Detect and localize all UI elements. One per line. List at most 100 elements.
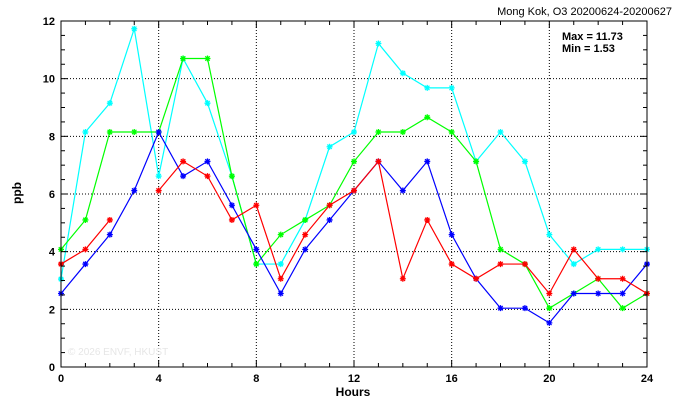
y-tick-label: 0 [49, 362, 55, 374]
data-point [106, 216, 113, 223]
data-point [180, 55, 187, 62]
data-point [424, 216, 431, 223]
data-point [619, 305, 626, 312]
data-point [546, 290, 553, 297]
data-point [619, 246, 626, 253]
data-point [424, 158, 431, 165]
data-point [351, 129, 357, 136]
x-tick-label: 8 [253, 373, 259, 385]
y-tick-label: 6 [49, 189, 55, 201]
x-tick-label: 20 [543, 373, 555, 385]
data-point [570, 261, 577, 268]
y-tick-label: 2 [49, 304, 55, 316]
data-point [302, 246, 309, 253]
data-point [326, 216, 333, 223]
data-point [326, 202, 333, 209]
data-point [204, 55, 211, 62]
data-point [473, 275, 480, 282]
data-point [448, 84, 455, 91]
series-layer [58, 25, 650, 326]
data-point [228, 173, 235, 180]
data-point [595, 275, 602, 282]
data-point [497, 261, 504, 268]
x-tick-label: 0 [58, 373, 64, 385]
data-point [204, 100, 211, 107]
data-point [180, 173, 187, 180]
data-point [131, 187, 138, 194]
data-point [473, 158, 480, 165]
y-tick-label: 10 [43, 74, 55, 86]
data-point [521, 158, 528, 165]
data-point [302, 231, 309, 238]
data-point [155, 187, 162, 194]
data-point [106, 100, 113, 107]
watermark: © 2026 ENVF, HKUST [68, 347, 168, 358]
series-4 [58, 158, 650, 297]
series-line [158, 160, 648, 295]
tick-marks [60, 20, 648, 368]
data-point [253, 246, 260, 253]
data-point [546, 319, 553, 326]
data-point [131, 129, 138, 136]
data-point [277, 275, 284, 282]
data-point [448, 261, 455, 268]
data-point [375, 129, 382, 136]
data-point [277, 261, 284, 268]
data-point [546, 231, 553, 238]
data-point [497, 246, 504, 253]
data-point [204, 173, 211, 180]
data-point [351, 187, 357, 194]
data-point [595, 290, 602, 297]
data-point [277, 231, 284, 238]
data-point [497, 305, 504, 312]
data-point [399, 187, 406, 194]
data-point [448, 129, 455, 136]
data-point [570, 290, 577, 297]
grid [61, 21, 647, 367]
data-point [399, 275, 406, 282]
data-point [253, 261, 260, 268]
data-point [546, 305, 553, 312]
data-point [399, 129, 406, 136]
y-tick-label: 4 [49, 247, 56, 259]
data-point [82, 216, 89, 223]
data-point [253, 202, 260, 209]
data-point [375, 40, 382, 47]
data-point [302, 216, 309, 223]
data-point [277, 290, 284, 297]
data-point [82, 129, 89, 136]
data-point [106, 231, 113, 238]
data-point [131, 25, 138, 32]
y-tick-label: 8 [49, 131, 55, 143]
x-tick-label: 16 [446, 373, 458, 385]
min-value-text: Min = 1.53 [562, 43, 615, 55]
data-point [497, 129, 504, 136]
data-point [82, 261, 89, 268]
data-point [424, 84, 431, 91]
data-point [375, 158, 382, 165]
x-axis-title: Hours [336, 385, 371, 399]
data-point [326, 143, 333, 150]
x-tick-label: 12 [348, 373, 360, 385]
chart-title: Mong Kok, O3 20200624-20200627 [497, 6, 672, 18]
data-point [82, 246, 89, 253]
data-point [180, 158, 187, 165]
data-point [424, 114, 431, 121]
data-point [351, 158, 357, 165]
data-point [619, 290, 626, 297]
series-line [60, 219, 111, 265]
data-point [595, 246, 602, 253]
y-tick-label: 12 [43, 16, 55, 28]
data-point [521, 261, 528, 268]
data-point [228, 216, 235, 223]
data-point [106, 129, 113, 136]
data-point [448, 231, 455, 238]
data-point [570, 246, 577, 253]
data-point [619, 275, 626, 282]
data-point [155, 129, 162, 136]
max-value-text: Max = 11.73 [562, 31, 623, 43]
data-point [155, 173, 162, 180]
data-point [399, 70, 406, 77]
